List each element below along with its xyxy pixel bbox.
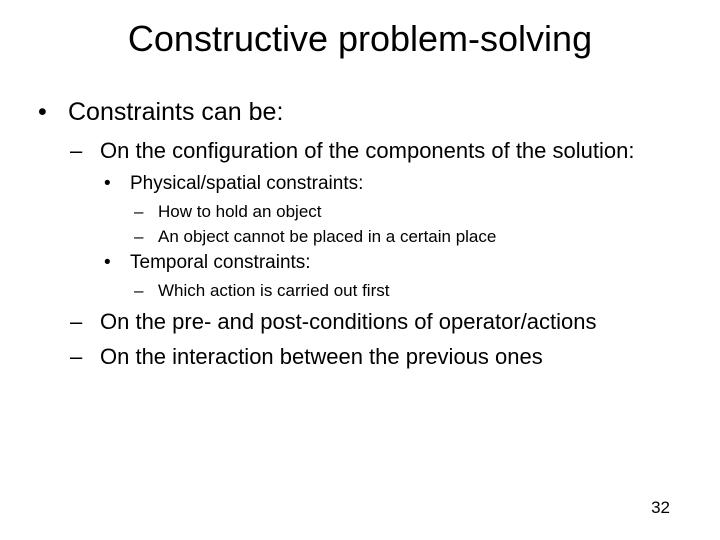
bullet-level4: – An object cannot be placed in a certai…: [134, 226, 690, 248]
slide-title: Constructive problem-solving: [30, 18, 690, 60]
bullet-level2: – On the interaction between the previou…: [70, 343, 690, 371]
dash-icon: –: [70, 308, 100, 336]
bullet-text: On the configuration of the components o…: [100, 137, 690, 165]
bullet-level1: • Constraints can be:: [30, 98, 690, 127]
bullet-level2: – On the configuration of the components…: [70, 137, 690, 165]
bullet-text: On the pre- and post-conditions of opera…: [100, 308, 690, 336]
bullet-text: Constraints can be:: [68, 98, 690, 127]
bullet-text: An object cannot be placed in a certain …: [158, 226, 690, 248]
bullet-text: Physical/spatial constraints:: [130, 173, 690, 195]
bullet-level4: – Which action is carried out first: [134, 280, 690, 302]
dash-icon: –: [134, 280, 158, 302]
bullet-level3: • Temporal constraints:: [104, 252, 690, 274]
bullet-text: On the interaction between the previous …: [100, 343, 690, 371]
dash-icon: –: [70, 343, 100, 371]
bullet-level4: – How to hold an object: [134, 201, 690, 223]
disc-icon: •: [30, 98, 68, 127]
bullet-level2: – On the pre- and post-conditions of ope…: [70, 308, 690, 336]
bullet-text: Which action is carried out first: [158, 280, 690, 302]
disc-icon: •: [104, 252, 130, 274]
slide-content: • Constraints can be: – On the configura…: [30, 98, 690, 371]
bullet-text: How to hold an object: [158, 201, 690, 223]
dash-icon: –: [70, 137, 100, 165]
dash-icon: –: [134, 201, 158, 223]
disc-icon: •: [104, 173, 130, 195]
slide-container: Constructive problem-solving • Constrain…: [0, 0, 720, 540]
dash-icon: –: [134, 226, 158, 248]
bullet-level3: • Physical/spatial constraints:: [104, 173, 690, 195]
page-number: 32: [651, 498, 670, 518]
bullet-text: Temporal constraints:: [130, 252, 690, 274]
